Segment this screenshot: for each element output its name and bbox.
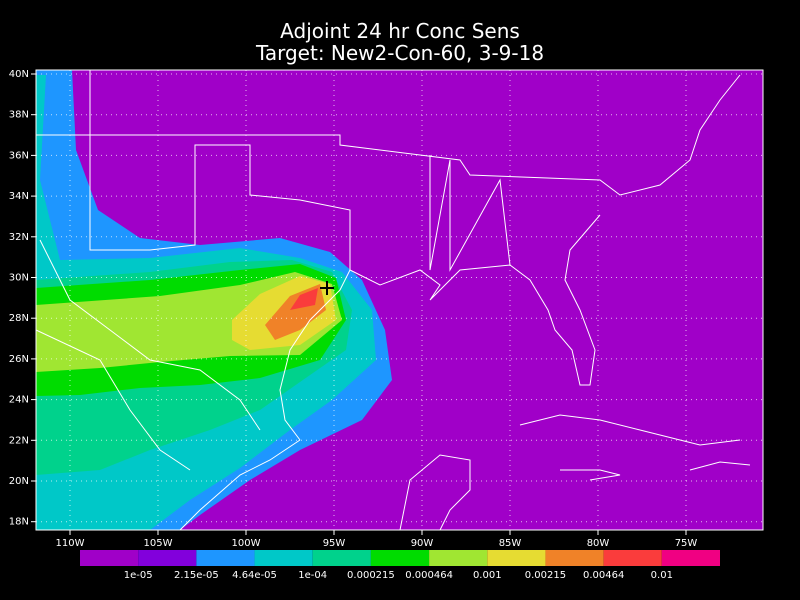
map-frame xyxy=(35,69,764,531)
colorbar-box xyxy=(312,550,371,566)
y-tick-label: 30N xyxy=(9,273,29,284)
field-contour xyxy=(290,288,318,310)
x-tick-label: 95W xyxy=(323,538,346,549)
coastline xyxy=(519,414,741,446)
colorbar-box xyxy=(370,550,430,566)
coastline xyxy=(429,155,511,272)
y-tick-label: 34N xyxy=(9,191,29,202)
x-tick-label: 110W xyxy=(56,538,85,549)
colorbar-label: 0.01 xyxy=(651,570,673,581)
colorbar-box xyxy=(80,550,139,566)
y-tick-label: 36N xyxy=(9,150,29,161)
colorbar-box xyxy=(661,550,720,566)
coastline xyxy=(689,461,751,471)
coastline xyxy=(349,214,601,386)
coastlines xyxy=(35,70,751,531)
y-tick-label: 24N xyxy=(9,395,29,406)
colorbar-label: 1e-05 xyxy=(124,570,153,581)
y-tick-label: 40N xyxy=(9,69,29,80)
colorbar-box xyxy=(196,550,255,566)
colorbar-label: 2.15e-05 xyxy=(174,570,219,581)
map-field xyxy=(36,70,763,530)
y-tick-label: 28N xyxy=(9,313,29,324)
colorbar-box xyxy=(138,550,197,566)
x-tick-label: 100W xyxy=(232,538,261,549)
x-tick-label: 90W xyxy=(411,538,434,549)
target-marker xyxy=(320,281,334,295)
y-tick-label: 22N xyxy=(9,435,29,446)
colorbar-box xyxy=(545,550,604,566)
title-line: Target: New2-Con-60, 3-9-18 xyxy=(255,41,544,65)
coastline xyxy=(89,70,351,441)
x-tick-label: 105W xyxy=(144,538,173,549)
coastline xyxy=(35,329,191,471)
colorbar-label: 0.000215 xyxy=(347,570,395,581)
y-tick-label: 20N xyxy=(9,476,29,487)
title-line: Adjoint 24 hr Conc Sens xyxy=(280,19,520,43)
coastline xyxy=(399,454,471,531)
colorbar-box xyxy=(429,550,488,566)
coastline xyxy=(36,74,741,196)
y-tick-label: 26N xyxy=(9,354,29,365)
y-tick-label: 38N xyxy=(9,110,29,121)
x-tick-label: 80W xyxy=(587,538,610,549)
colorbar-label: 4.64e-05 xyxy=(232,570,277,581)
colorbar-label: 0.000464 xyxy=(405,570,453,581)
x-tick-label: 85W xyxy=(499,538,522,549)
colorbar-box xyxy=(487,550,546,566)
colorbar-box xyxy=(603,550,662,566)
y-tick-label: 18N xyxy=(9,517,29,528)
colorbar-box xyxy=(254,550,313,566)
colorbar-label: 0.001 xyxy=(473,570,502,581)
coastline xyxy=(560,469,621,481)
colorbar-label: 0.00464 xyxy=(583,570,624,581)
colorbar-label: 1e-04 xyxy=(298,570,327,581)
x-tick-label: 75W xyxy=(675,538,698,549)
colorbar-label: 0.00215 xyxy=(525,570,566,581)
y-tick-label: 32N xyxy=(9,232,29,243)
coastline xyxy=(179,439,301,531)
